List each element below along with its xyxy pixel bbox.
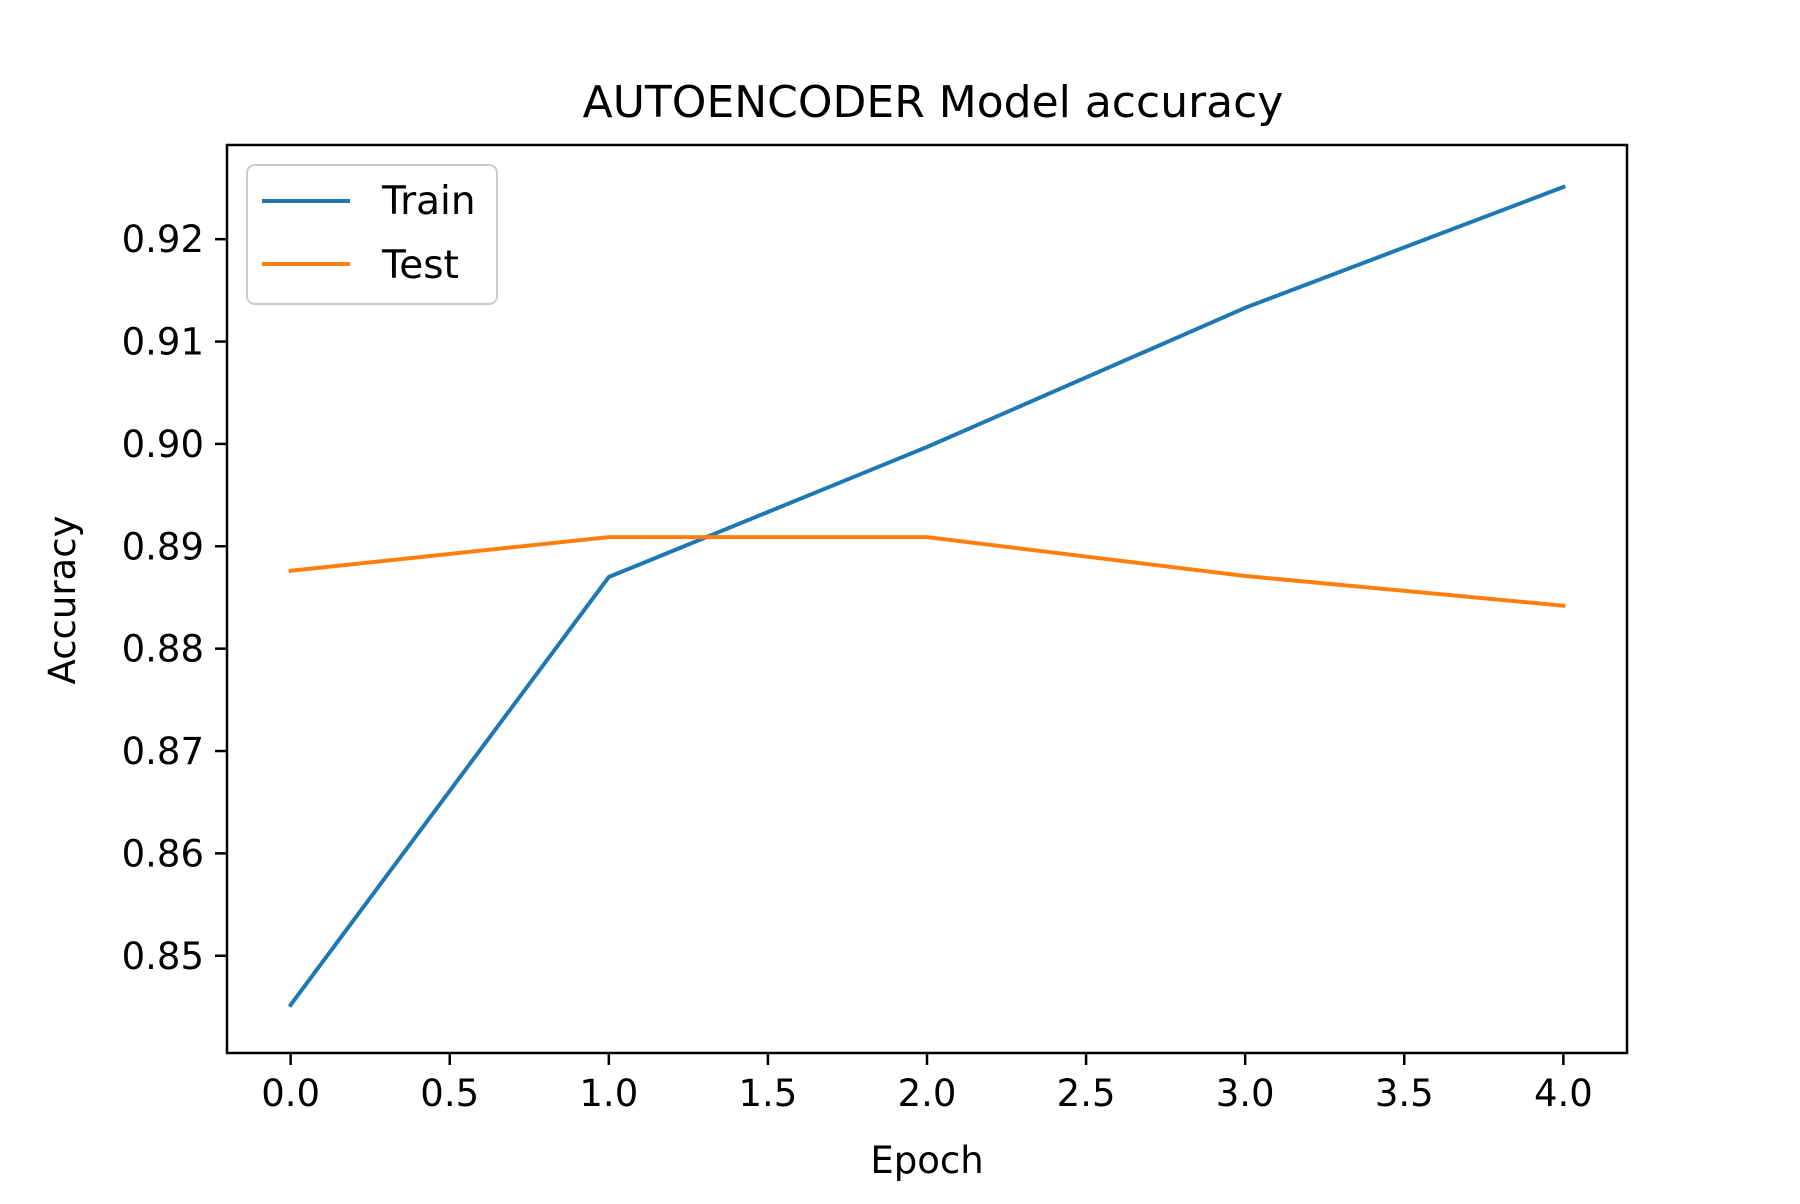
y-tick-label: 0.91 <box>122 321 204 364</box>
x-tick-label: 0.0 <box>261 1072 320 1115</box>
y-tick-label: 0.88 <box>122 628 204 671</box>
x-tick-label: 4.0 <box>1534 1072 1593 1115</box>
y-tick-label: 0.89 <box>122 525 204 568</box>
y-tick-label: 0.87 <box>122 730 204 773</box>
y-axis-ticks: 0.85 0.86 0.87 0.88 0.89 0.90 0.91 0.92 <box>122 218 227 978</box>
x-axis-label: Epoch <box>870 1139 983 1182</box>
legend: Train Test <box>246 164 498 305</box>
x-tick-label: 3.5 <box>1375 1072 1434 1115</box>
series-line-train <box>287 184 1566 1008</box>
x-tick-label: 2.5 <box>1057 1072 1116 1115</box>
y-axis-label: Accuracy <box>41 516 84 685</box>
x-tick-label: 3.0 <box>1216 1072 1275 1115</box>
y-tick-label: 0.92 <box>122 218 204 261</box>
x-tick-label: 1.5 <box>738 1072 797 1115</box>
x-tick-label: 1.0 <box>579 1072 638 1115</box>
x-axis-ticks: 0.0 0.5 1.0 1.5 2.0 2.5 3.0 3.5 4.0 <box>261 1053 1593 1115</box>
x-tick-label: 2.0 <box>898 1072 957 1115</box>
series-layer <box>287 184 1566 1008</box>
series-line-test <box>288 535 1566 608</box>
y-tick-label: 0.85 <box>122 935 204 978</box>
chart-title: AUTOENCODER Model accuracy <box>583 77 1284 128</box>
x-tick-label: 0.5 <box>420 1072 479 1115</box>
y-tick-label: 0.90 <box>122 423 204 466</box>
legend-label-train: Train <box>381 179 476 224</box>
legend-label-test: Test <box>381 243 459 288</box>
y-tick-label: 0.86 <box>122 832 204 875</box>
